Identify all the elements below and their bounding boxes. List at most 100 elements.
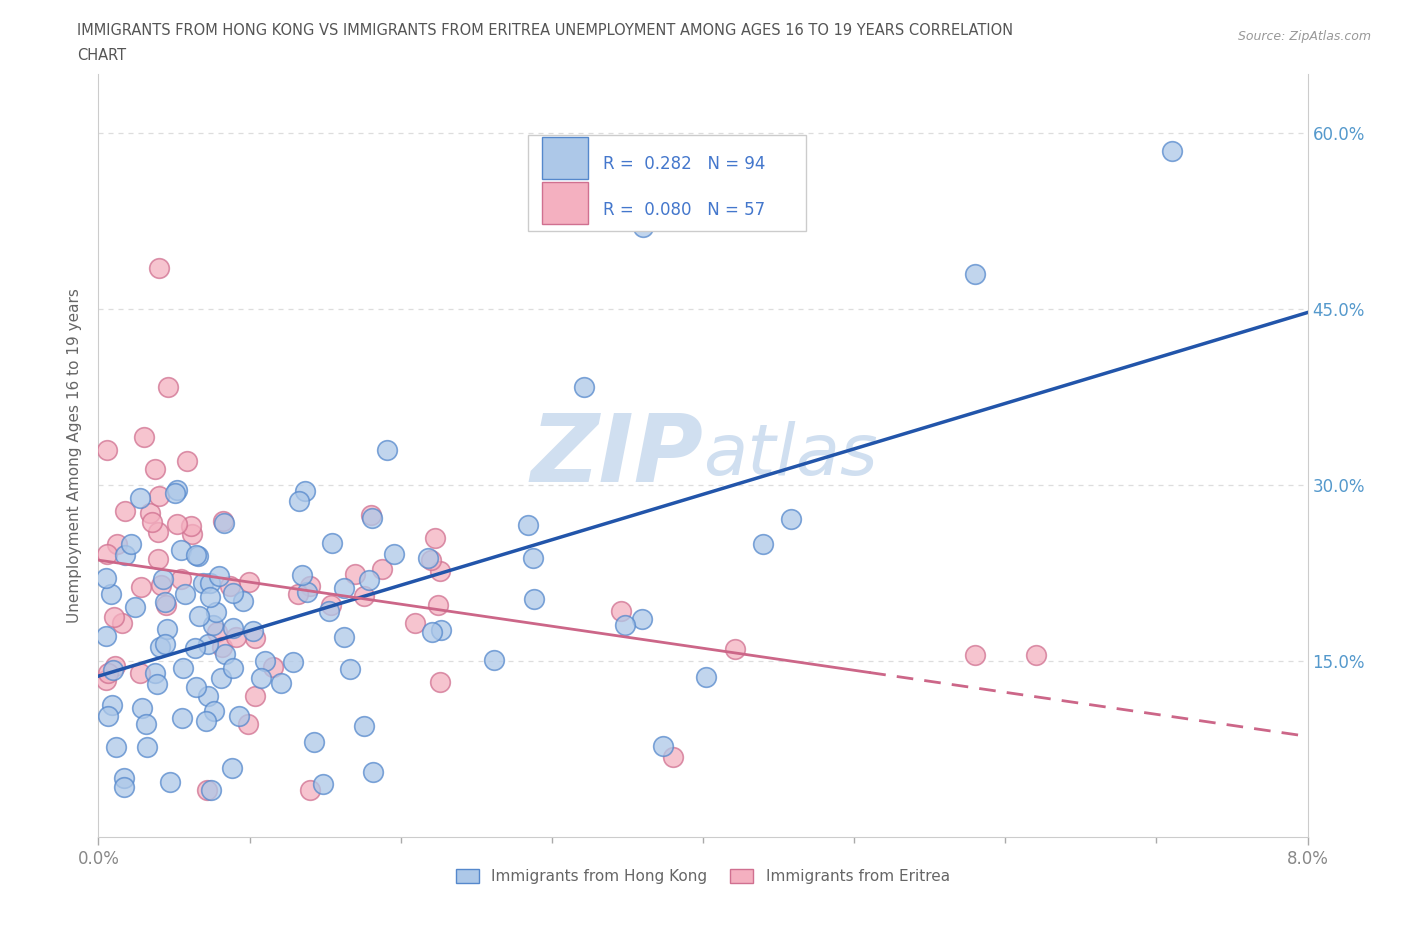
Point	[100, 587, 122, 602]
Point	[281, 654, 304, 669]
Point	[124, 600, 146, 615]
Point	[200, 783, 222, 798]
Text: R =  0.282   N = 94: R = 0.282 N = 94	[603, 155, 765, 173]
Point	[360, 508, 382, 523]
Point	[205, 625, 228, 640]
Point	[148, 260, 170, 275]
Point	[96, 443, 118, 458]
Point	[426, 597, 449, 612]
Point	[131, 700, 153, 715]
Point	[242, 624, 264, 639]
Point	[143, 666, 166, 681]
Point	[245, 631, 267, 645]
Point	[149, 640, 172, 655]
Text: ZIP: ZIP	[530, 410, 703, 501]
Point	[294, 484, 316, 498]
FancyBboxPatch shape	[527, 136, 806, 231]
Point	[184, 641, 207, 656]
Point	[143, 462, 166, 477]
Point	[523, 591, 546, 606]
Point	[188, 608, 211, 623]
Point	[211, 639, 233, 654]
Y-axis label: Unemployment Among Ages 16 to 19 years: Unemployment Among Ages 16 to 19 years	[67, 288, 83, 623]
Point	[232, 594, 254, 609]
Point	[176, 454, 198, 469]
Point	[96, 546, 118, 561]
Point	[155, 637, 177, 652]
Point	[609, 604, 631, 618]
Point	[157, 379, 180, 394]
Point	[111, 616, 134, 631]
Point	[156, 622, 179, 637]
Point	[184, 548, 207, 563]
Point	[225, 630, 247, 644]
Point	[172, 711, 194, 725]
Point	[243, 688, 266, 703]
Point	[333, 630, 356, 644]
Point	[375, 443, 398, 458]
Point	[429, 674, 451, 689]
Point	[382, 547, 405, 562]
Point	[353, 718, 375, 733]
Point	[101, 698, 124, 712]
Point	[1025, 647, 1047, 662]
Point	[779, 512, 801, 526]
Point	[613, 618, 636, 632]
Point	[422, 624, 444, 639]
Point	[135, 717, 157, 732]
Point	[170, 572, 193, 587]
Point	[304, 735, 326, 750]
Point	[238, 716, 260, 731]
Point	[222, 620, 245, 635]
Point	[212, 513, 235, 528]
Point	[166, 517, 188, 532]
Point	[120, 537, 142, 551]
Legend: Immigrants from Hong Kong, Immigrants from Eritrea: Immigrants from Hong Kong, Immigrants fr…	[450, 863, 956, 890]
Point	[198, 576, 221, 591]
Point	[299, 783, 322, 798]
Bar	[543, 137, 588, 179]
Point	[965, 647, 987, 662]
Point	[222, 586, 245, 601]
Point	[214, 647, 236, 662]
Point	[191, 575, 214, 590]
Point	[129, 666, 152, 681]
Point	[155, 594, 177, 609]
Point	[253, 654, 276, 669]
Text: Source: ZipAtlas.com: Source: ZipAtlas.com	[1237, 30, 1371, 43]
Text: atlas: atlas	[703, 421, 877, 490]
Point	[319, 597, 342, 612]
Text: R =  0.080   N = 57: R = 0.080 N = 57	[603, 201, 765, 219]
Point	[218, 578, 240, 593]
Point	[114, 548, 136, 563]
Point	[484, 652, 506, 667]
Point	[114, 503, 136, 518]
Text: CHART: CHART	[77, 48, 127, 63]
Point	[132, 430, 155, 445]
Point	[262, 659, 284, 674]
Point	[404, 616, 426, 631]
Point	[299, 578, 322, 593]
Point	[202, 703, 225, 718]
Point	[195, 714, 218, 729]
Point	[148, 551, 170, 566]
Point	[180, 519, 202, 534]
Point	[209, 671, 232, 685]
Point	[97, 709, 120, 724]
Point	[429, 622, 451, 637]
Point	[517, 517, 540, 532]
Point	[184, 680, 207, 695]
Point	[339, 661, 361, 676]
Point	[139, 506, 162, 521]
Point	[353, 589, 375, 604]
Point	[291, 567, 314, 582]
Point	[208, 569, 231, 584]
Point	[270, 676, 292, 691]
Point	[361, 764, 384, 779]
Point	[155, 598, 177, 613]
Point	[228, 709, 250, 724]
Point	[101, 662, 124, 677]
Point	[631, 611, 654, 626]
Point	[661, 750, 683, 764]
Point	[112, 771, 135, 786]
